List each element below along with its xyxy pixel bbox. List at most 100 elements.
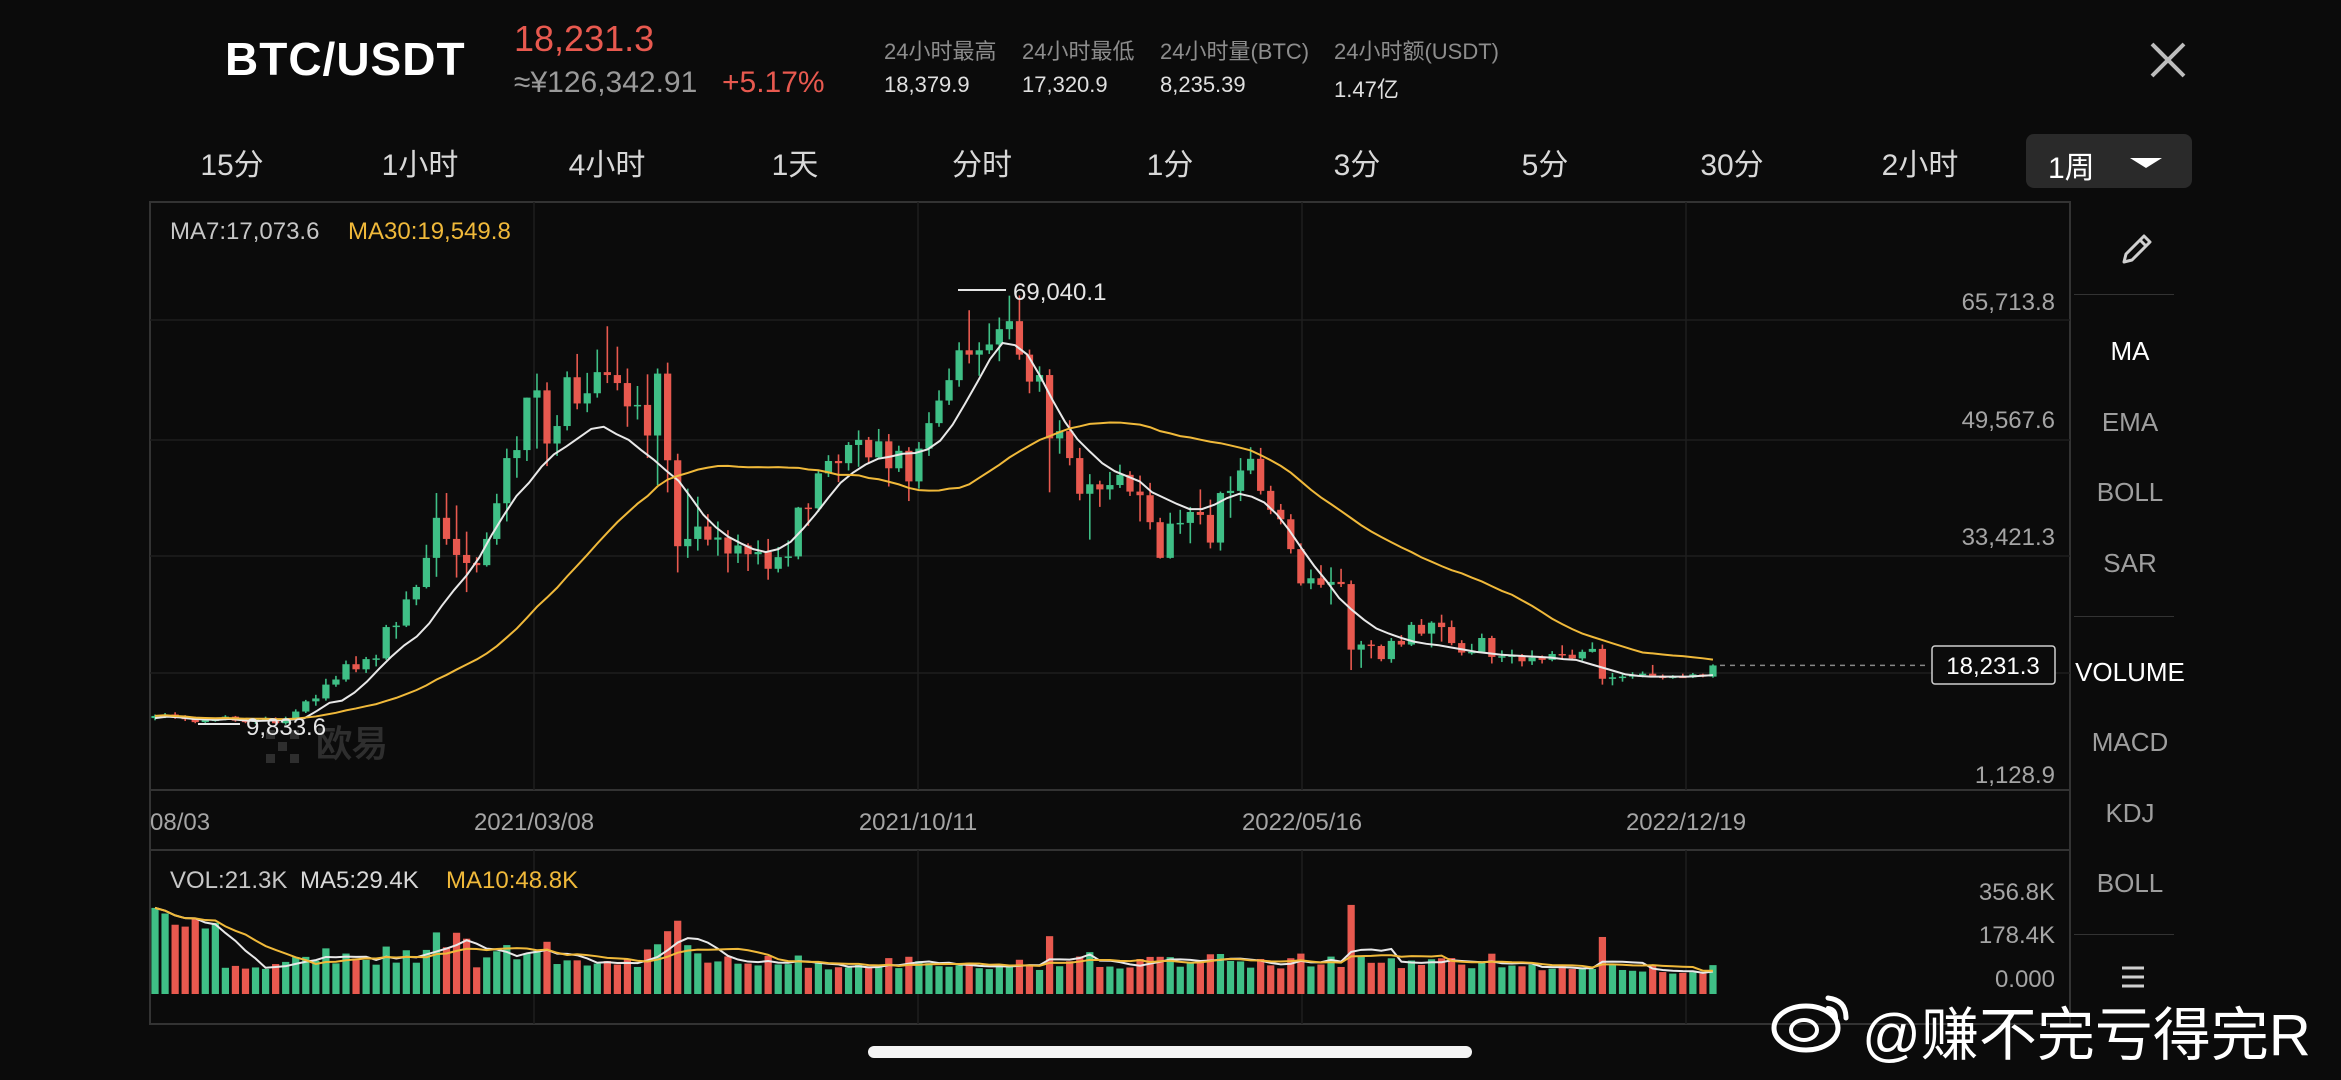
candle-body xyxy=(573,377,581,404)
date-tick-label: 2021/03/08 xyxy=(474,809,594,836)
volume-ma5-value: MA5:29.4K xyxy=(300,867,419,894)
volume-bar xyxy=(1206,954,1215,994)
close-icon[interactable] xyxy=(2146,38,2190,82)
candle-body xyxy=(1397,640,1406,645)
volume-bar xyxy=(935,966,943,994)
candle-body xyxy=(412,587,420,600)
candle-body xyxy=(452,538,461,555)
ma30-value: MA30:19,549.8 xyxy=(348,218,511,245)
volume-bar xyxy=(171,924,179,994)
volume-tick: 356.8K xyxy=(1979,879,2055,906)
volume-bar xyxy=(432,932,441,994)
candle-body xyxy=(1528,657,1536,662)
candle-body xyxy=(704,526,712,540)
trading-pair-title: BTC/USDT xyxy=(225,33,466,85)
volume-bar xyxy=(593,963,601,994)
candle-body xyxy=(1347,584,1355,650)
tab-timeline[interactable]: 分时 xyxy=(952,149,1012,182)
volume-bar xyxy=(724,956,732,994)
draw-pencil-icon[interactable] xyxy=(2114,226,2160,272)
ma7-value: MA7:17,073.6 xyxy=(170,218,319,245)
volume-ma10-value: MA10:48.8K xyxy=(446,867,578,894)
volume-bar xyxy=(1598,936,1607,994)
candle-body xyxy=(744,545,752,555)
tab-4h[interactable]: 4小时 xyxy=(568,149,646,182)
candle-body xyxy=(1246,458,1255,471)
volume-bar xyxy=(623,959,632,994)
volume-bar xyxy=(1106,966,1114,994)
volume-bar xyxy=(1307,966,1315,994)
tab-1d[interactable]: 1天 xyxy=(771,149,819,182)
candle-body xyxy=(1267,490,1275,510)
ma30-line xyxy=(154,421,1714,721)
candle-body xyxy=(1106,485,1114,490)
volume-bar xyxy=(1488,953,1496,994)
volume-bar xyxy=(885,958,893,994)
candle-body xyxy=(1598,648,1607,679)
candle-body xyxy=(1327,581,1335,585)
price-cny: ≈¥126,342.91 xyxy=(514,66,698,99)
candle-body xyxy=(633,404,642,407)
volume-bar xyxy=(633,966,642,994)
candle-body xyxy=(352,664,360,670)
tab-15m[interactable]: 15分 xyxy=(200,149,264,182)
candle-body xyxy=(1166,523,1174,558)
volume-bar xyxy=(1246,967,1255,994)
volume-ma10-line xyxy=(154,906,1713,972)
volume-bar xyxy=(282,961,290,994)
volume-bar xyxy=(513,959,521,994)
tab-30m[interactable]: 30分 xyxy=(1700,149,1764,182)
tab-1m[interactable]: 1分 xyxy=(1146,149,1194,182)
volume-bar xyxy=(1498,967,1506,994)
indicator-boll-sub[interactable]: BOLL xyxy=(2096,868,2164,898)
volume-bar xyxy=(1538,970,1546,994)
price-tick-label: 49,567.6 xyxy=(1962,407,2055,434)
volume-bar xyxy=(1327,956,1335,994)
home-indicator[interactable] xyxy=(868,1046,1472,1058)
date-axis: 08/03 2021/03/08 2021/10/11 2022/05/16 2022/… xyxy=(150,809,1746,836)
volume-bar xyxy=(704,962,712,994)
interval-dropdown[interactable]: 1周 xyxy=(2026,134,2192,188)
candle-body xyxy=(493,503,501,539)
candle-body xyxy=(995,329,1003,345)
volume-bars xyxy=(151,904,1717,994)
indicator-ma[interactable]: MA xyxy=(2110,336,2150,366)
volume-bar xyxy=(1588,968,1596,994)
candle-body xyxy=(1317,578,1325,585)
volume-bar xyxy=(201,928,209,994)
volume-bar xyxy=(493,951,501,994)
candle-body xyxy=(784,556,792,558)
volume-bar xyxy=(342,953,350,994)
candle-body xyxy=(915,448,923,482)
indicator-ema[interactable]: EMA xyxy=(2101,407,2159,437)
volume-bar xyxy=(483,957,491,994)
volume-bar xyxy=(1056,966,1064,994)
indicator-boll[interactable]: BOLL xyxy=(2096,477,2164,507)
indicator-sar[interactable]: SAR xyxy=(2103,548,2157,578)
tab-2h[interactable]: 2小时 xyxy=(1881,149,1959,182)
indicator-volume[interactable]: VOLUME xyxy=(2075,657,2185,687)
tab-1h[interactable]: 1小时 xyxy=(381,149,459,182)
candle-body xyxy=(533,390,541,398)
tab-3m[interactable]: 3分 xyxy=(1333,149,1381,182)
candle-body xyxy=(1608,677,1617,679)
volume-bar xyxy=(1437,958,1446,994)
candle-body xyxy=(754,552,762,555)
volume-tick: 178.4K xyxy=(1979,922,2055,949)
volume-bar xyxy=(1226,960,1235,994)
indicator-kdj[interactable]: KDJ xyxy=(2105,798,2155,828)
candle-body xyxy=(1056,431,1064,439)
settings-list-icon[interactable] xyxy=(2116,960,2150,994)
volume-bar xyxy=(1478,962,1486,994)
candle-body xyxy=(1437,622,1446,628)
candle-body xyxy=(674,460,682,547)
candle-body xyxy=(332,679,340,685)
chevron-down-icon xyxy=(2130,158,2162,168)
volume-bar xyxy=(372,964,380,994)
volume-bar xyxy=(473,967,481,994)
volume-bar xyxy=(1297,953,1305,994)
tab-5m[interactable]: 5分 xyxy=(1521,149,1569,182)
indicator-macd[interactable]: MACD xyxy=(2091,727,2169,757)
candle-body xyxy=(734,545,742,554)
